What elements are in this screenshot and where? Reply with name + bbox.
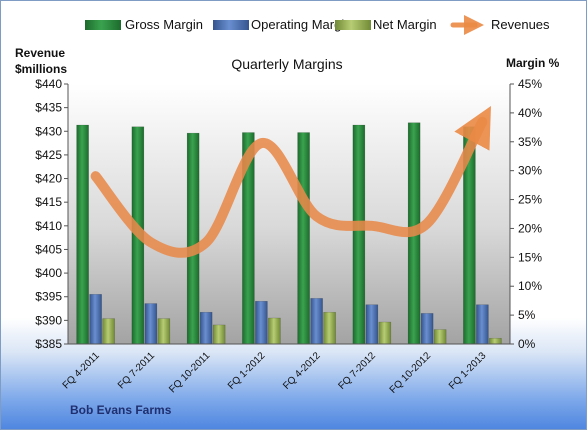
revenues-series	[90, 105, 491, 258]
left-tick-label: $405	[35, 242, 62, 256]
legend-item-net-margin: Net Margin	[335, 17, 437, 32]
category-label: FQ 7-2012	[336, 350, 378, 392]
right-axis-title: Margin %	[506, 56, 560, 70]
gross-margin-bar	[76, 124, 89, 345]
left-tick-label: $420	[35, 172, 62, 186]
left-axis-title-line1: Revenue	[15, 46, 65, 60]
right-tick-label: 20%	[518, 221, 542, 235]
operating-margin-bar	[420, 313, 434, 345]
legend-label-net-margin: Net Margin	[373, 17, 437, 32]
gross-margin-bar	[352, 124, 366, 345]
category-label: FQ 4-2012	[281, 350, 323, 392]
right-tick-label: 25%	[518, 193, 542, 207]
net-margin-bar	[212, 324, 226, 345]
operating-margin-bar	[310, 298, 323, 345]
left-tick-label: $435	[35, 101, 62, 115]
net-margin-bar	[489, 337, 502, 345]
net-margin-bar	[268, 317, 281, 345]
right-axis: 0% 5% 10% 15% 20% 25% 30% 35% 40% 45%	[509, 77, 542, 351]
revenues-line	[90, 105, 491, 258]
left-axis-title-line2: $millions	[15, 62, 67, 76]
operating-margin-bar	[255, 300, 268, 345]
category-label: FQ 10-2012	[388, 350, 434, 396]
gross-margin-bar	[186, 132, 200, 345]
left-tick-label: $440	[35, 77, 62, 91]
net-margin-bar	[102, 318, 115, 345]
operating-margin-bar	[144, 303, 158, 345]
legend-item-revenues: Revenues	[450, 15, 550, 35]
right-tick-label: 0%	[518, 337, 536, 351]
category-axis: FQ 4-2011 FQ 7-2011 FQ 10-2011 FQ 1-2012 FQ …	[61, 343, 510, 396]
right-tick-label: 40%	[518, 106, 542, 120]
net-margin-bar	[433, 329, 447, 345]
legend: Gross Margin Operating Margin Net Margin…	[85, 15, 550, 35]
left-tick-label: $425	[35, 148, 62, 162]
operating-margin-bar	[199, 311, 213, 345]
net-margin-bar	[157, 318, 171, 345]
right-tick-label: 15%	[518, 250, 542, 264]
right-tick-label: 5%	[518, 308, 536, 322]
legend-item-gross-margin: Gross Margin	[85, 17, 203, 32]
legend-label-gross-margin: Gross Margin	[125, 17, 203, 32]
right-tick-label: 45%	[518, 77, 542, 91]
category-label: FQ 1-2012	[226, 350, 268, 392]
left-tick-label: $415	[35, 195, 62, 209]
operating-margin-bar	[365, 304, 379, 345]
category-label: FQ 7-2011	[116, 350, 157, 391]
legend-swatch-net-margin	[335, 20, 371, 30]
legend-item-operating-margin: Operating Margin	[213, 17, 351, 32]
left-tick-label: $400	[35, 266, 62, 280]
right-tick-label: 10%	[518, 279, 542, 293]
left-tick-label: $385	[35, 337, 62, 351]
left-tick-label: $430	[35, 124, 62, 138]
legend-label-operating-margin: Operating Margin	[251, 17, 351, 32]
legend-label-revenues: Revenues	[491, 17, 550, 32]
gross-margin-bar	[297, 132, 310, 345]
category-label: FQ 10-2011	[167, 350, 212, 395]
chart-title: Quarterly Margins	[231, 56, 342, 72]
operating-margin-bar	[89, 294, 102, 345]
legend-swatch-operating-margin	[213, 20, 249, 30]
left-tick-label: $395	[35, 290, 62, 304]
legend-swatch-gross-margin	[85, 20, 121, 30]
left-tick-label: $410	[35, 219, 62, 233]
right-tick-label: 30%	[518, 164, 542, 178]
company-name: Bob Evans Farms	[70, 403, 172, 417]
operating-margin-bar	[476, 304, 489, 345]
left-tick-label: $390	[35, 313, 62, 327]
category-label: FQ 4-2011	[61, 350, 102, 391]
net-margin-bar	[323, 311, 336, 345]
category-label: FQ 1-2013	[447, 350, 489, 392]
right-tick-label: 35%	[518, 135, 542, 149]
left-axis: $385 $390 $395 $400 $405 $410 $415 $420 $425 $430…	[35, 77, 69, 351]
net-margin-bar	[378, 321, 392, 345]
